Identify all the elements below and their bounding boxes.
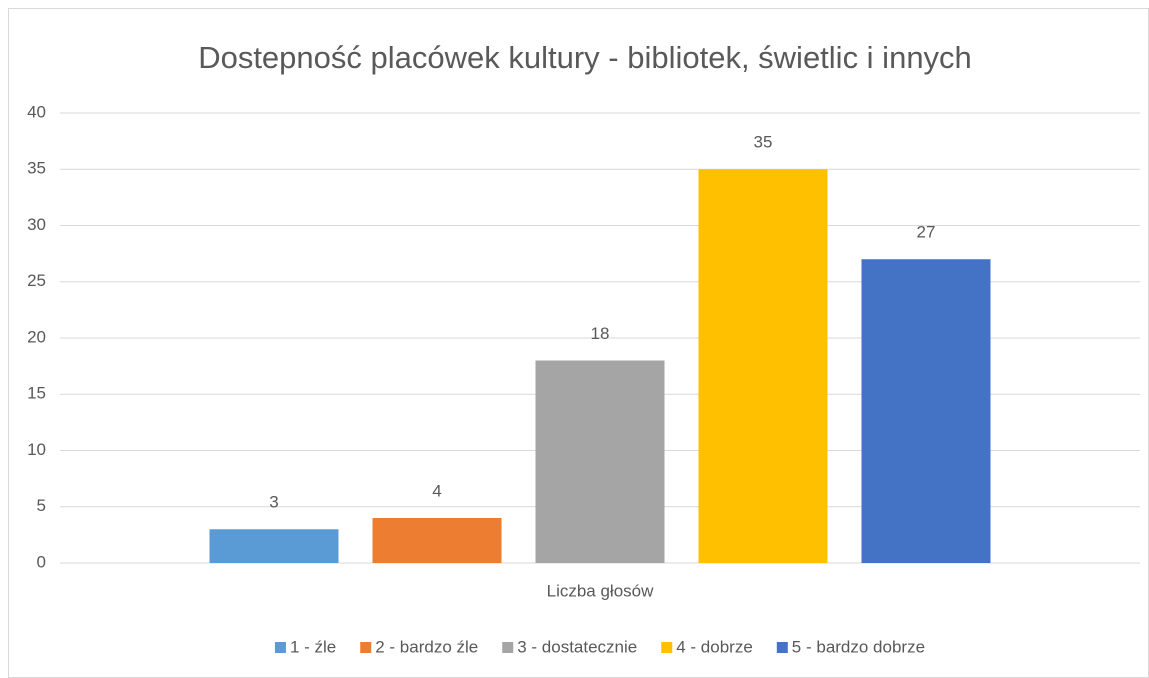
legend-label: 3 - dostatecznie [517, 637, 637, 656]
bar [698, 169, 828, 563]
data-label: 27 [917, 223, 936, 242]
y-tick-label: 25 [27, 271, 46, 290]
y-tick-label: 40 [27, 102, 46, 121]
legend-label: 2 - bardzo źle [375, 637, 478, 656]
y-tick-label: 30 [27, 215, 46, 234]
chart-title: Dostepność placówek kultury - bibliotek,… [198, 40, 972, 75]
legend-swatch [360, 642, 372, 653]
data-label: 3 [269, 493, 278, 512]
data-label: 35 [754, 133, 773, 152]
y-tick-label: 5 [37, 496, 46, 515]
data-label: 18 [591, 324, 610, 343]
legend-swatch [502, 642, 514, 653]
legend-label: 1 - źle [290, 637, 336, 656]
x-tick-label: Liczba głosów [547, 581, 655, 600]
legend-swatch [274, 642, 286, 653]
bar [861, 259, 991, 563]
y-tick-label: 20 [27, 327, 46, 346]
y-tick-label: 35 [27, 159, 46, 178]
legend-label: 4 - dobrze [676, 637, 753, 656]
y-tick-label: 0 [37, 552, 46, 571]
bar [372, 518, 502, 563]
legend-swatch [661, 642, 673, 653]
legend-swatch [776, 642, 788, 653]
legend-label: 5 - bardzo dobrze [792, 637, 925, 656]
y-tick-label: 15 [27, 384, 46, 403]
bar [535, 360, 665, 563]
y-tick-label: 10 [27, 440, 46, 459]
bar [209, 529, 339, 563]
data-label: 4 [432, 481, 441, 500]
